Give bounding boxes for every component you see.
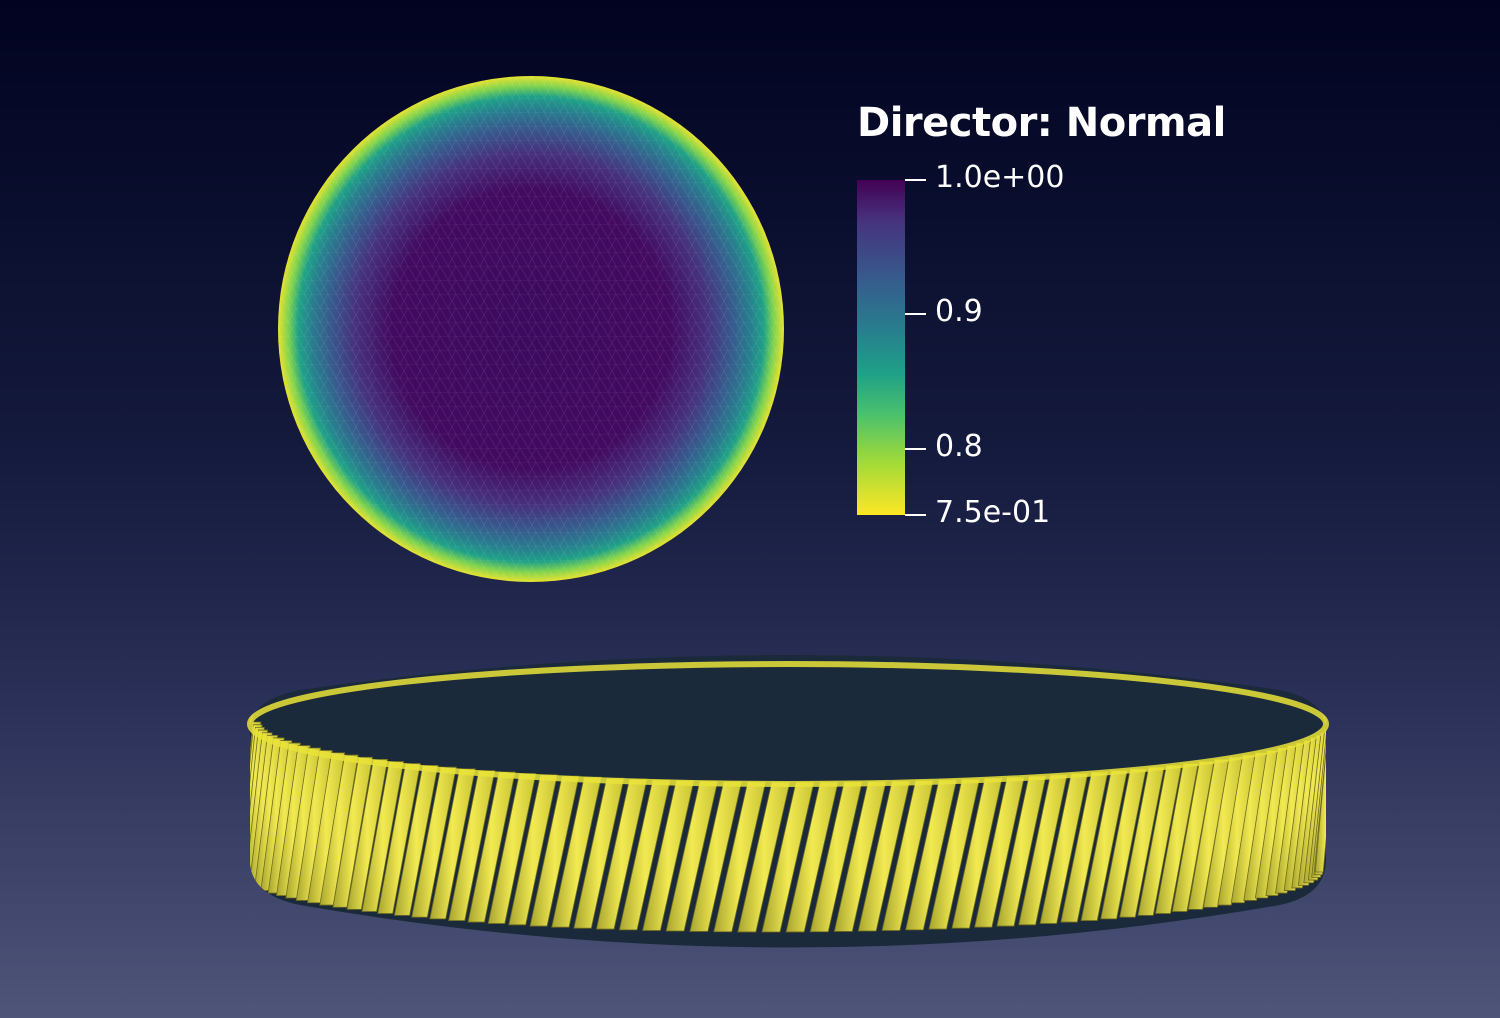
director-cylinder [307,752,346,904]
colorbar-tick-1 [905,179,926,181]
director-cylinder [377,763,421,914]
director-cylinder [276,745,311,896]
director-cylinder [429,768,476,920]
legend-title: Director: Normal [857,100,1226,146]
colorbar-tick-label-3: 0.8 [935,429,983,464]
director-cylinder [448,770,496,921]
colorbar-tick-label-1: 1.0e+00 [935,160,1065,195]
director-cylinder [346,759,389,910]
director-cylinder [1314,721,1326,873]
director-cylinder [573,777,625,929]
director-cylinder [285,747,322,899]
director-cylinder [319,754,359,906]
director-cylinder [295,750,333,901]
top-view-disk[interactable] [278,76,784,582]
director-cylinder [267,742,301,894]
director-cylinder [508,774,558,926]
director-cylinder [467,771,516,923]
colorbar-tick-label-2: 0.9 [935,294,983,329]
colorbar-tick-4 [905,514,926,516]
director-cylinder [361,761,405,912]
director-cylinder [487,773,537,924]
colorbar-tick-3 [905,448,926,450]
colorbar [857,180,905,515]
director-cylinder [332,756,373,908]
director-cylinder [393,764,439,916]
colorbar-tick-2 [905,313,926,315]
side-view-cylinder-ring[interactable] [239,640,1340,1000]
director-cylinder [529,775,580,927]
director-cylinder [551,776,602,928]
director-cylinder [411,766,457,918]
colorbar-tick-label-4: 7.5e-01 [935,495,1051,530]
